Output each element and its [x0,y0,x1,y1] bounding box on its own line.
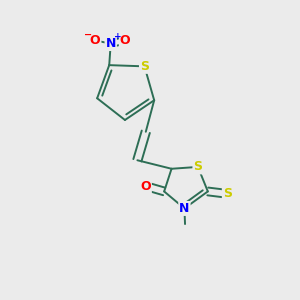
Text: N: N [106,37,116,50]
Text: O: O [90,34,101,47]
Text: +: + [113,32,121,41]
Text: N: N [179,202,190,215]
Text: S: S [223,187,232,200]
Text: O: O [120,34,130,47]
Text: −: − [85,29,93,40]
Text: S: S [140,60,149,73]
Text: S: S [194,160,202,173]
Text: O: O [140,179,151,193]
